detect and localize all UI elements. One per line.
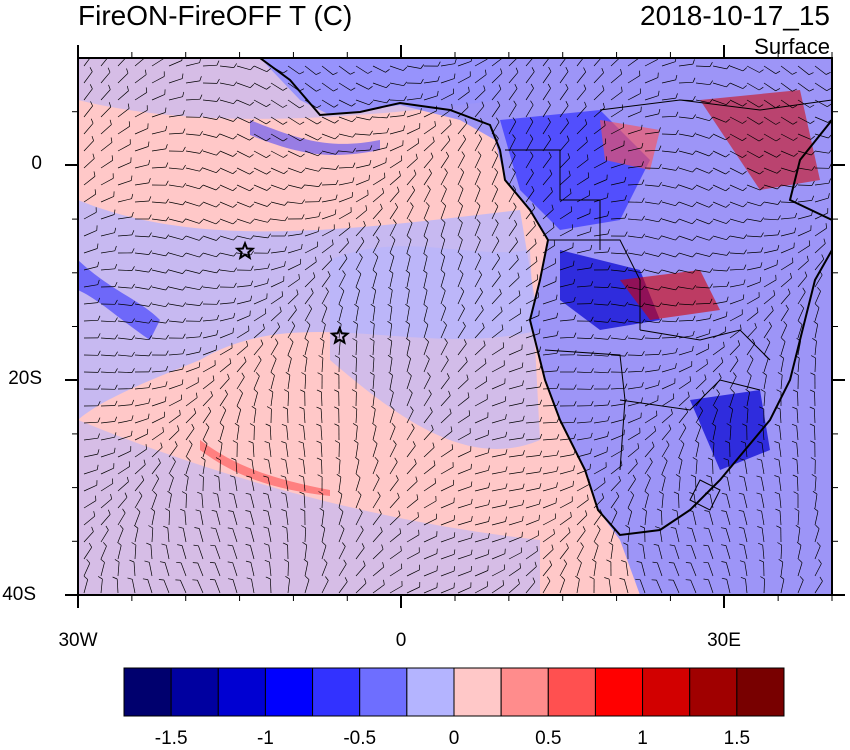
colorbar-label: -1 <box>256 728 274 749</box>
plot-title: FireON-FireOFF T (C) <box>78 0 353 31</box>
colorbar-swatch-8 <box>500 667 549 717</box>
lat-label-0: 0 <box>31 153 42 174</box>
star-marker-2 <box>329 325 350 345</box>
colorbar-swatch-10 <box>594 667 644 717</box>
lon-label-30e: 30E <box>707 630 741 651</box>
wind-barbs <box>83 58 832 594</box>
lon-label-0: 0 <box>395 630 407 651</box>
lon-label-30w: 30W <box>58 630 98 651</box>
colorbar-label: -0.5 <box>343 728 377 749</box>
colorbar-swatch-5 <box>359 667 408 717</box>
star-markers <box>234 240 350 345</box>
colorbar-label: 1 <box>637 728 648 749</box>
colorbar-swatch-2 <box>217 667 266 717</box>
date-label: 2018-10-17_15 <box>640 0 830 31</box>
colorbar-swatch-3 <box>264 667 314 717</box>
colorbar-swatch-11 <box>642 667 691 717</box>
colorbar-swatch-9 <box>547 667 596 717</box>
colorbar-label: -1.5 <box>154 728 188 749</box>
star-marker-1 <box>234 240 256 261</box>
colorbar-label: 1.5 <box>723 728 751 749</box>
colorbar-swatch-4 <box>312 667 361 717</box>
colorbar-swatch-12 <box>689 667 738 717</box>
colorbar-swatch-1 <box>170 667 219 717</box>
minor-ticks <box>72 52 838 601</box>
colorbar-label: 0 <box>448 728 460 749</box>
colorbar-label: 0.5 <box>535 728 562 749</box>
lat-label-40s: 40S <box>2 584 36 605</box>
colorbar-swatch-13 <box>736 667 785 717</box>
colorbar-swatch-6 <box>406 667 455 717</box>
lat-label-20s: 20S <box>8 368 42 389</box>
colorbar <box>123 667 785 717</box>
level-label: Surface <box>754 34 830 59</box>
coastline <box>259 58 832 537</box>
colorbar-swatch-0 <box>123 667 172 717</box>
colorbar-swatch-7 <box>453 667 502 717</box>
